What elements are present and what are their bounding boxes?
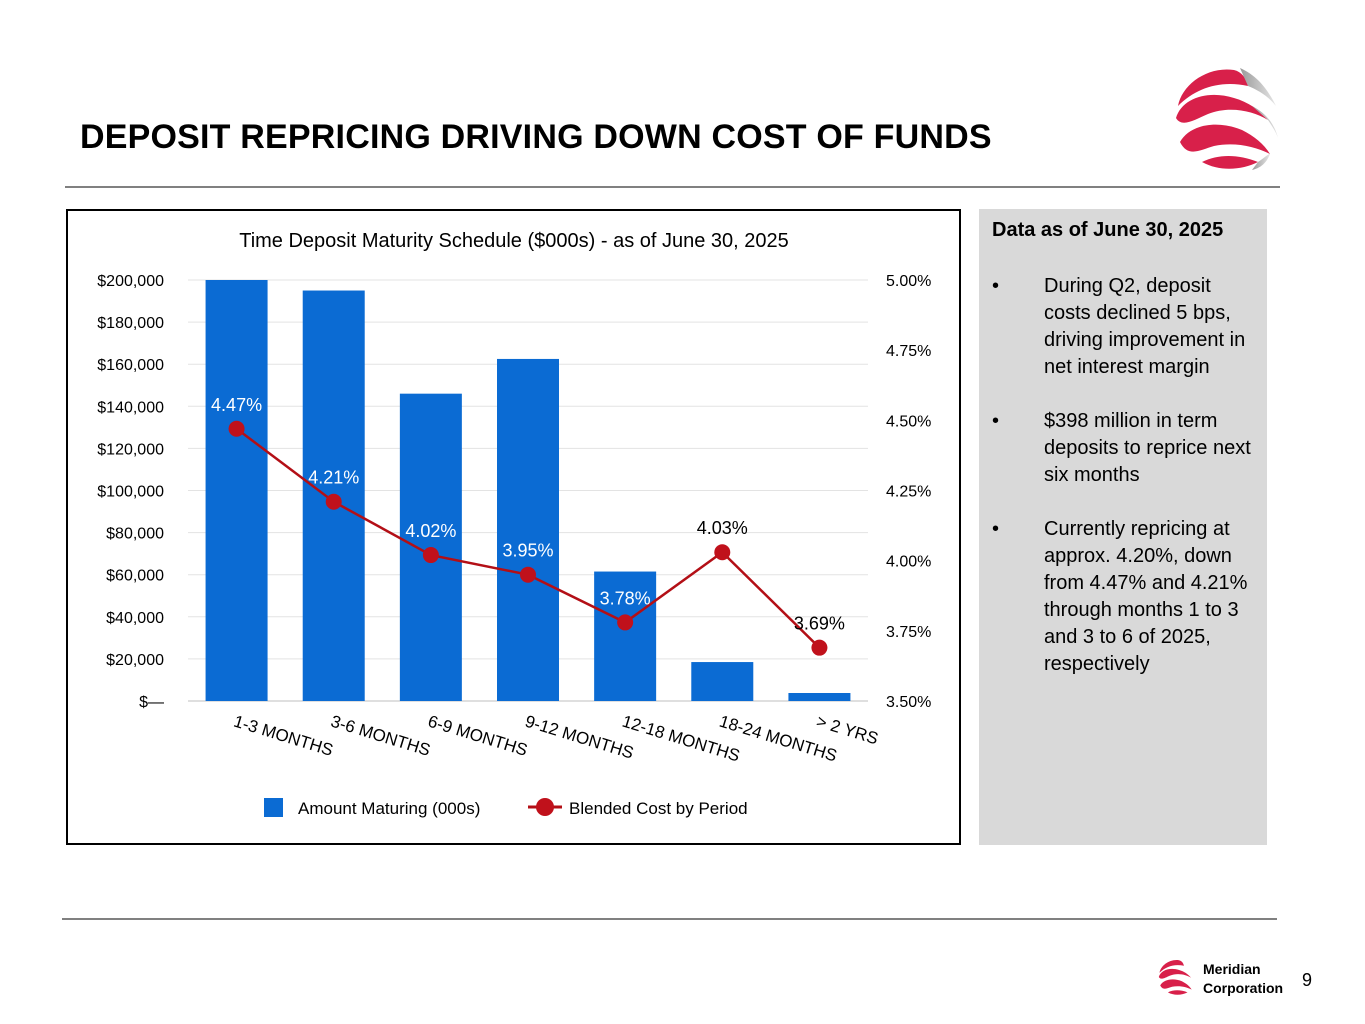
- bullet-text: During Q2, deposit costs declined 5 bps,…: [1044, 275, 1246, 378]
- legend-swatch-bars: [264, 798, 283, 817]
- data-label: 3.69%: [794, 614, 845, 634]
- x-tick-label: 6-9 MONTHS: [426, 712, 530, 760]
- page-title: DEPOSIT REPRICING DRIVING DOWN COST OF F…: [80, 118, 992, 156]
- cost-marker: [422, 547, 439, 564]
- legend-swatch-marker: [536, 798, 554, 816]
- y-left-tick-label: $40,000: [106, 610, 164, 627]
- bullet-glyph: •: [992, 410, 1000, 432]
- y-left-tick-label: $140,000: [97, 399, 164, 416]
- maturity-chart: Time Deposit Maturity Schedule ($000s) -…: [97, 230, 931, 818]
- y-left-tick-label: $20,000: [106, 652, 164, 669]
- y-left-tick-label: $100,000: [97, 484, 164, 501]
- x-tick-label: 9-12 MONTHS: [523, 712, 636, 763]
- chart-title: Time Deposit Maturity Schedule ($000s) -…: [239, 230, 789, 252]
- y-left-tick-label: $180,000: [97, 315, 164, 332]
- bar: [205, 280, 268, 701]
- data-label: 4.02%: [405, 521, 456, 541]
- y-left-tick-label: $200,000: [97, 273, 164, 290]
- data-label: 4.47%: [211, 395, 262, 415]
- footer-company-line2: Corporation: [1203, 980, 1284, 996]
- bullet-text: Currently repricing at approx. 4.20%, do…: [1044, 518, 1248, 675]
- page-number: 9: [1302, 970, 1313, 990]
- footer-logo-icon: [1156, 956, 1198, 1003]
- cost-marker: [811, 639, 828, 656]
- bullet-glyph: •: [992, 275, 1000, 297]
- y-right-tick-label: 4.00%: [886, 554, 931, 571]
- header-divider: [65, 186, 1280, 188]
- legend-label-line: Blended Cost by Period: [569, 799, 748, 818]
- y-left-tick-label: $160,000: [97, 357, 164, 374]
- y-left-tick-label: $80,000: [106, 526, 164, 543]
- x-tick-label: 1-3 MONTHS: [231, 712, 335, 760]
- y-right-tick-label: 4.25%: [886, 484, 931, 501]
- y-right-tick-label: 3.75%: [886, 624, 931, 641]
- summary-bullet: • $398 million in term deposits to repri…: [992, 408, 1260, 489]
- cost-marker: [228, 420, 245, 437]
- data-label: 4.03%: [697, 518, 748, 538]
- panel-title: Data as of June 30, 2025: [992, 219, 1224, 241]
- bullet-text: $398 million in term deposits to reprice…: [1044, 410, 1251, 486]
- y-right-tick-label: 5.00%: [886, 273, 931, 290]
- data-label: 3.95%: [502, 541, 553, 561]
- y-right-tick-label: 4.75%: [886, 343, 931, 360]
- y-left-tick-label: $120,000: [97, 441, 164, 458]
- summary-panel: Data as of June 30, 2025 • During Q2, de…: [979, 209, 1267, 845]
- bar: [691, 662, 754, 701]
- y-right-tick-label: 4.50%: [886, 413, 931, 430]
- y-left-tick-label: $—: [139, 694, 164, 711]
- legend-label-bars: Amount Maturing (000s): [298, 799, 480, 818]
- footer-company-line1: Meridian: [1203, 961, 1261, 977]
- y-left-tick-label: $60,000: [106, 568, 164, 585]
- cost-marker: [325, 493, 342, 510]
- company-logo-icon: [1168, 62, 1288, 179]
- cost-marker: [520, 566, 536, 583]
- data-label: 4.21%: [308, 468, 359, 488]
- footer-divider: [62, 918, 1277, 920]
- footer-company-name: Meridian Corporation: [1203, 960, 1283, 998]
- summary-bullet: • During Q2, deposit costs declined 5 bp…: [992, 273, 1260, 381]
- y-right-tick-label: 3.50%: [886, 694, 931, 711]
- cost-marker: [617, 614, 634, 631]
- bar: [788, 693, 851, 701]
- summary-bullets: • During Q2, deposit costs declined 5 bp…: [992, 273, 1260, 705]
- bar: [497, 358, 559, 701]
- bar: [594, 571, 657, 701]
- x-tick-label: 3-6 MONTHS: [329, 712, 433, 760]
- chart-frame: Time Deposit Maturity Schedule ($000s) -…: [66, 209, 961, 845]
- cost-marker: [714, 544, 731, 561]
- bullet-glyph: •: [992, 518, 1000, 540]
- data-label: 3.78%: [600, 588, 651, 608]
- summary-bullet: • Currently repricing at approx. 4.20%, …: [992, 516, 1260, 678]
